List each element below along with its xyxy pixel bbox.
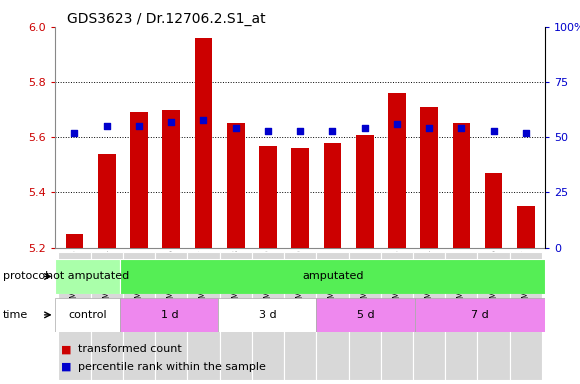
Bar (349, 252, 380, 380)
Text: GSM450375: GSM450375 (457, 258, 466, 309)
Text: amputated: amputated (302, 271, 364, 281)
Bar (187, 252, 220, 380)
Point (199, 117, 208, 123)
Text: GSM450377: GSM450377 (521, 258, 530, 309)
Text: 1 d: 1 d (161, 310, 178, 320)
Text: percentile rank within the sample: percentile rank within the sample (78, 362, 266, 372)
Bar (415, 298, 545, 332)
Text: GSM450365: GSM450365 (135, 258, 143, 309)
Point (489, 127, 498, 134)
Bar (55, 259, 121, 294)
Text: GSM450367: GSM450367 (199, 258, 208, 309)
Bar (324, 143, 341, 248)
Text: GSM450363: GSM450363 (70, 258, 79, 309)
Point (425, 126, 434, 132)
Text: GDS3623 / Dr.12706.2.S1_at: GDS3623 / Dr.12706.2.S1_at (67, 12, 265, 25)
Bar (155, 252, 187, 380)
Text: GSM450374: GSM450374 (425, 258, 434, 309)
Point (166, 119, 176, 125)
Text: protocol: protocol (3, 271, 48, 281)
Point (521, 130, 531, 136)
Text: GSM450373: GSM450373 (393, 258, 401, 309)
Point (295, 127, 305, 134)
Bar (121, 259, 545, 294)
Bar (220, 252, 252, 380)
Text: 3 d: 3 d (259, 310, 276, 320)
Text: GSM450371: GSM450371 (328, 258, 337, 309)
Point (70, 130, 79, 136)
Bar (194, 38, 212, 248)
Bar (445, 252, 477, 380)
Text: time: time (3, 310, 28, 320)
Text: GSM450370: GSM450370 (296, 258, 304, 309)
Bar (162, 110, 180, 248)
Text: 7 d: 7 d (471, 310, 489, 320)
Bar (121, 298, 219, 332)
Bar (420, 107, 438, 248)
Text: GSM450369: GSM450369 (263, 258, 273, 309)
Bar (388, 93, 406, 248)
Point (102, 123, 111, 129)
Bar (317, 298, 415, 332)
Bar (477, 252, 510, 380)
Text: GSM450368: GSM450368 (231, 258, 240, 309)
Bar (380, 252, 413, 380)
Bar (485, 173, 502, 248)
Bar (90, 252, 123, 380)
Text: ■: ■ (61, 362, 71, 372)
Point (360, 126, 369, 132)
Point (135, 123, 144, 129)
Bar (98, 154, 115, 248)
Bar (55, 298, 121, 332)
Bar (356, 134, 374, 248)
Point (392, 121, 401, 127)
Text: transformed count: transformed count (78, 344, 182, 354)
Bar (284, 252, 316, 380)
Bar (219, 298, 317, 332)
Text: control: control (68, 310, 107, 320)
Bar (510, 252, 542, 380)
Bar (66, 234, 84, 248)
Bar (413, 252, 445, 380)
Bar (123, 252, 155, 380)
Point (328, 127, 337, 134)
Text: GSM450366: GSM450366 (166, 258, 176, 309)
Bar (316, 252, 349, 380)
Text: 5 d: 5 d (357, 310, 374, 320)
Bar (59, 252, 90, 380)
Bar (517, 206, 535, 248)
Bar (452, 124, 470, 248)
Bar (259, 146, 277, 248)
Bar (227, 124, 245, 248)
Text: not amputated: not amputated (46, 271, 129, 281)
Text: GSM450372: GSM450372 (360, 258, 369, 309)
Text: ■: ■ (61, 344, 71, 354)
Point (263, 127, 273, 134)
Point (231, 126, 240, 132)
Bar (291, 148, 309, 248)
Point (456, 126, 466, 132)
Bar (252, 252, 284, 380)
Bar (130, 113, 148, 248)
Text: GSM450376: GSM450376 (489, 258, 498, 309)
Text: GSM450364: GSM450364 (102, 258, 111, 309)
